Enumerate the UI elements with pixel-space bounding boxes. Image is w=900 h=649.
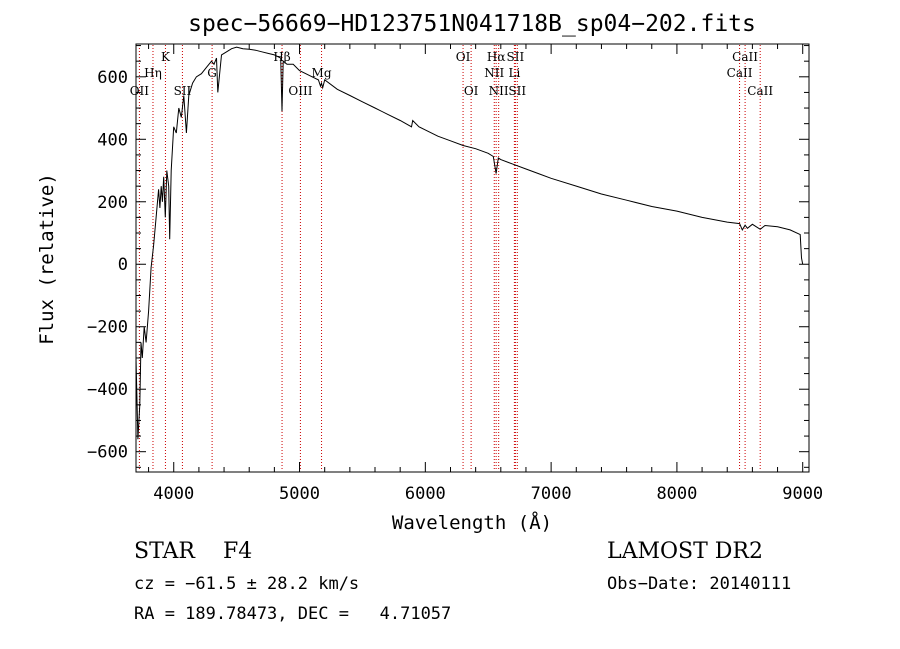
- x-tick-label: 9000: [782, 484, 823, 504]
- y-axis-label: Flux (relative): [36, 173, 58, 345]
- y-tick-label: −200: [87, 318, 128, 338]
- y-tick-label: −400: [87, 380, 128, 400]
- marker-label: SII: [508, 84, 526, 98]
- series-line-spectrum: [135, 46, 804, 440]
- plot-frame: [135, 43, 810, 473]
- marker-label: Mg: [312, 66, 332, 80]
- marker-label: SII: [507, 50, 525, 64]
- x-tick-label: 7000: [531, 484, 572, 504]
- y-axis: −600 −400 −200 0 200 400 600: [87, 45, 809, 468]
- ra-dec-coordinates: RA = 189.78473, DEC = 4.71057: [134, 604, 452, 624]
- observation-date: Obs−Date: 20140111: [607, 574, 792, 594]
- x-tick-label: 8000: [656, 484, 697, 504]
- marker-label: NII: [484, 66, 504, 80]
- marker-label: CaII: [727, 66, 753, 80]
- x-tick-label: 6000: [405, 484, 446, 504]
- marker-label: K: [161, 50, 171, 64]
- y-tick-label: 200: [97, 193, 128, 213]
- marker-label: OI: [464, 84, 479, 98]
- marker-label: OIII: [288, 84, 312, 98]
- y-tick-label: 400: [97, 130, 128, 150]
- marker-label: CaII: [747, 84, 773, 98]
- marker-label: Hη: [144, 66, 162, 80]
- redshift-velocity: cz = −61.5 ± 28.2 km/s: [134, 574, 360, 594]
- x-tick-label: 4000: [153, 484, 194, 504]
- x-tick-label: 5000: [279, 484, 320, 504]
- marker-label: OII: [130, 84, 150, 98]
- spectrum-series: [135, 46, 804, 440]
- chart-title: spec−56669−HD123751N041718B_sp04−202.fit…: [188, 11, 756, 37]
- y-tick-label: 0: [118, 255, 128, 275]
- marker-label: Li: [508, 66, 520, 80]
- y-tick-label: −600: [87, 443, 128, 463]
- y-tick-label: 600: [97, 68, 128, 88]
- x-axis: 4000 5000 6000 7000 8000 9000: [148, 44, 823, 504]
- marker-label: CaII: [732, 50, 758, 64]
- x-axis-label: Wavelength (Å): [392, 511, 552, 534]
- marker-label: SII: [174, 84, 192, 98]
- marker-label: Hα: [487, 50, 506, 64]
- marker-label: Hβ: [273, 50, 290, 64]
- survey-name: LAMOST DR2: [607, 539, 763, 564]
- marker-label: OI: [456, 50, 471, 64]
- marker-label: NII: [489, 84, 509, 98]
- marker-label: G: [207, 66, 217, 80]
- object-class: STAR F4: [134, 539, 253, 564]
- line-markers: [138, 45, 761, 471]
